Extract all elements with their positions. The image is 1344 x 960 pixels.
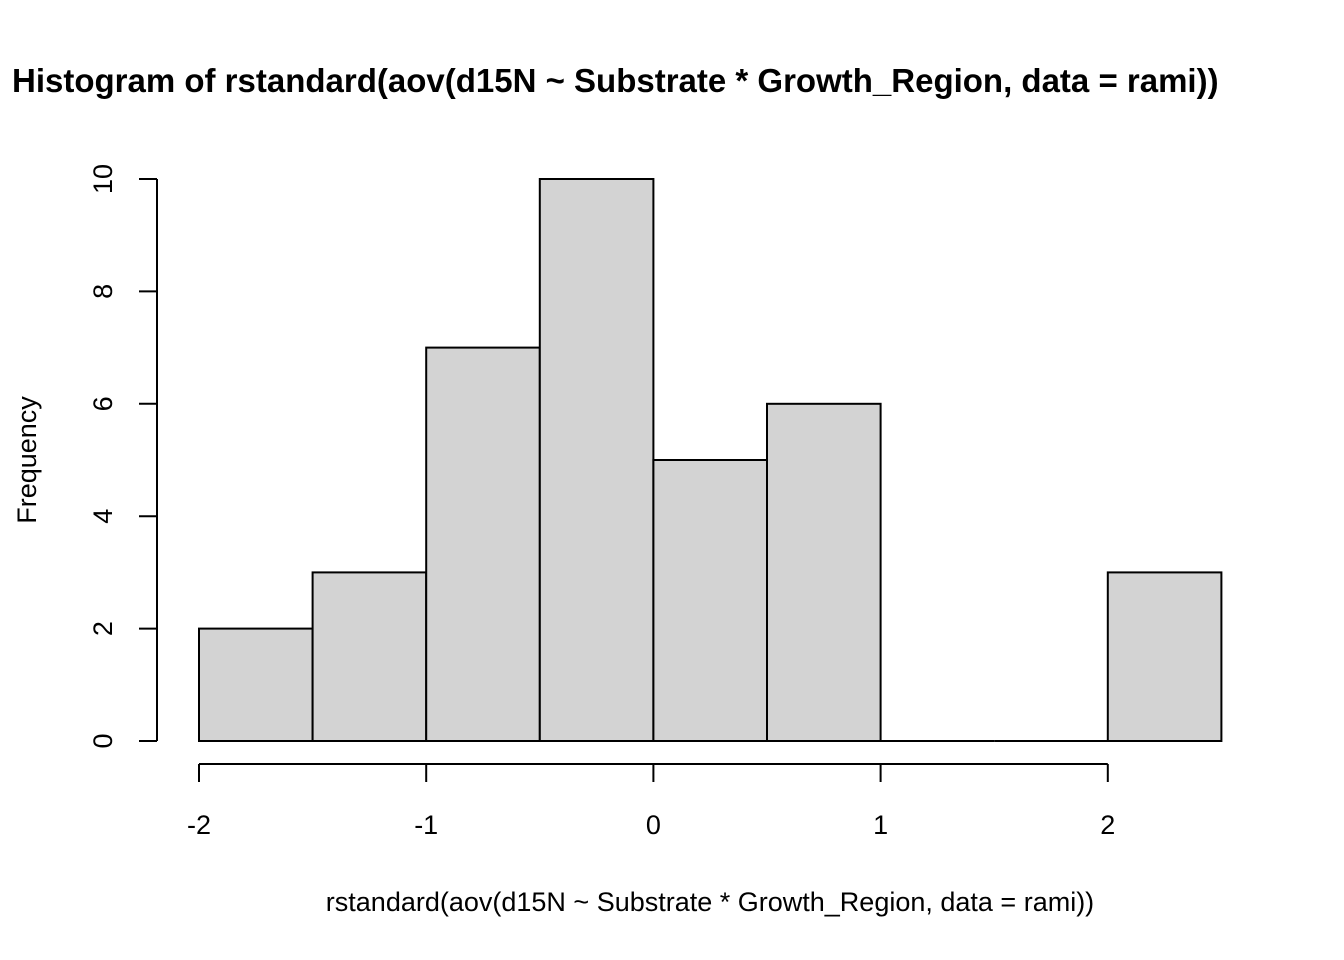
y-tick-label: 0 (88, 733, 118, 748)
y-tick-label: 2 (88, 621, 118, 636)
y-tick-label: 4 (88, 509, 118, 524)
x-tick-label: 1 (873, 810, 888, 840)
histogram-bar (766, 402, 882, 742)
y-tick-label: 10 (88, 164, 118, 194)
histogram-bar (652, 459, 769, 742)
histogram-bar (425, 346, 541, 742)
x-axis-label: rstandard(aov(d15N ~ Substrate * Growth_… (326, 887, 1094, 917)
x-axis: -2 -1 0 1 2 (187, 763, 1115, 840)
y-axis-label: Frequency (12, 396, 42, 524)
x-tick-label: 0 (646, 810, 661, 840)
chart-title: Histogram of rstandard(aov(d15N ~ Substr… (12, 62, 1219, 99)
x-tick-label: -2 (187, 810, 211, 840)
histogram-bar (311, 571, 428, 743)
y-axis: 0 2 4 6 8 10 (88, 164, 158, 749)
y-tick-label: 8 (88, 284, 118, 299)
histogram-bars (198, 178, 1223, 743)
x-tick-label: -1 (414, 810, 438, 840)
y-tick-label: 6 (88, 396, 118, 411)
x-tick-label: 2 (1100, 810, 1115, 840)
histogram-bar (538, 178, 655, 742)
histogram-bar (1106, 571, 1223, 743)
histogram-bar (198, 627, 314, 742)
